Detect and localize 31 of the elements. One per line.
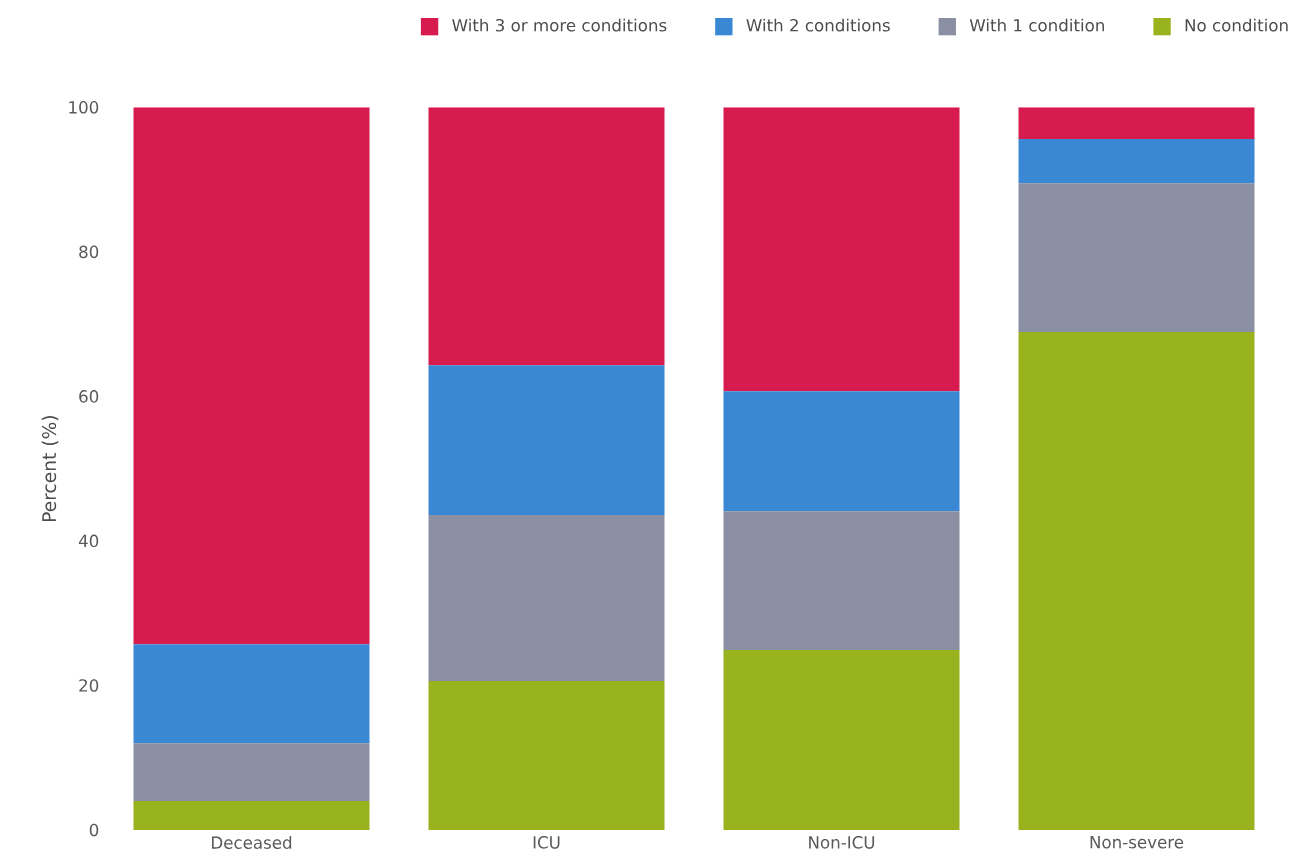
legend-label: With 2 conditions (746, 18, 890, 32)
bar (723, 511, 960, 651)
bar (1018, 139, 1255, 184)
y-tick-label: 80 (79, 245, 99, 259)
y-tick-label: 20 (79, 679, 99, 692)
legend-label: No condition (1185, 18, 1288, 32)
bar (133, 743, 370, 802)
y-tick-label: 60 (79, 390, 99, 403)
legend-label: With 1 condition (969, 18, 1104, 32)
bar (723, 107, 960, 392)
y-tick-label: 100 (69, 101, 99, 114)
bar (1018, 183, 1255, 333)
bar (723, 391, 960, 512)
bar (1018, 107, 1255, 140)
x-tick-label: Non-severe (1090, 836, 1184, 849)
y-tick-label: 0 (89, 823, 99, 837)
bar (133, 644, 370, 744)
bar (723, 650, 960, 830)
x-tick-label: ICU (533, 836, 560, 849)
bar (428, 365, 665, 515)
bar (428, 514, 665, 682)
x-tick-label: Non-ICU (809, 836, 875, 849)
legend-label: With 3 or more conditions (452, 18, 667, 32)
bar (133, 801, 370, 830)
bar (428, 107, 665, 366)
x-tick-label: Deceased (212, 836, 292, 849)
y-tick-label: 40 (78, 534, 99, 548)
bar (133, 107, 370, 645)
bar (1018, 332, 1255, 830)
bar (428, 681, 665, 830)
y-axis-title: Percent (%) (41, 416, 59, 522)
